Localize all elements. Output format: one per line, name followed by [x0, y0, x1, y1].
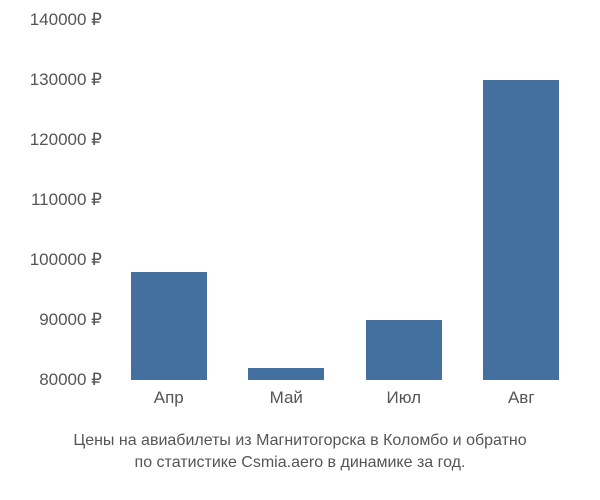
bar [248, 368, 324, 380]
y-tick-label: 90000 ₽ [39, 310, 102, 330]
chart-caption: Цены на авиабилеты из Магнитогорска в Ко… [0, 430, 600, 475]
bar [366, 320, 442, 380]
x-tick-label: Май [270, 388, 303, 408]
caption-line: по статистике Csmia.aero в динамике за г… [0, 452, 600, 474]
bar [483, 80, 559, 380]
y-tick-label: 80000 ₽ [39, 370, 102, 390]
bar [131, 272, 207, 380]
price-bar-chart: 80000 ₽ 90000 ₽ 100000 ₽ 110000 ₽ 120000 ₽ 13… [0, 0, 600, 500]
x-tick-label: Июл [386, 388, 421, 408]
x-tick-label: Авг [508, 388, 535, 408]
x-axis: Апр Май Июл Авг [110, 388, 580, 418]
plot-area [110, 20, 580, 380]
caption-line: Цены на авиабилеты из Магнитогорска в Ко… [0, 430, 600, 452]
y-tick-label: 120000 ₽ [30, 130, 102, 150]
y-axis: 80000 ₽90000 ₽100000 ₽110000 ₽120000 ₽13… [0, 0, 110, 380]
x-tick-label: Апр [154, 388, 184, 408]
y-tick-label: 110000 ₽ [31, 190, 102, 210]
y-tick-label: 140000 ₽ [30, 10, 102, 30]
y-tick-label: 130000 ₽ [30, 70, 102, 90]
y-tick-label: 100000 ₽ [30, 250, 102, 270]
